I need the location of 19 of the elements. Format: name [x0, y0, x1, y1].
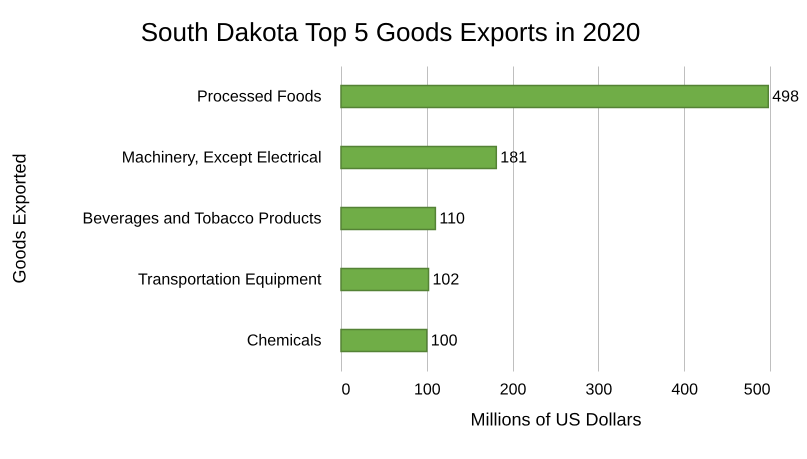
x-tick-label: 400	[671, 382, 698, 398]
y-tick-label: Beverages and Tobacco Products	[82, 210, 322, 228]
data-label: 110	[439, 210, 465, 228]
x-tick-label: 0	[342, 382, 350, 398]
data-label: 498	[772, 88, 800, 106]
data-label: 102	[432, 272, 460, 288]
y-tick-label: Transportation Equipment	[138, 272, 322, 288]
data-label: 181	[500, 150, 528, 166]
y-axis-title: Goods Exported	[10, 153, 30, 284]
chart-title: South Dakota Top 5 Goods Exports in 2020	[140, 17, 640, 47]
x-tick-label: 100	[414, 382, 441, 398]
x-tick-label: 500	[744, 382, 771, 398]
data-label: 100	[430, 332, 458, 350]
y-tick-label: Processed Foods	[196, 88, 322, 106]
y-tick-label: Chemicals	[246, 332, 322, 350]
x-axis-title: Millions of US Dollars	[470, 410, 642, 430]
y-tick-label: Machinery, Except Electrical	[122, 150, 322, 166]
x-tick-label: 200	[500, 382, 527, 398]
x-tick-label: 300	[586, 382, 612, 398]
